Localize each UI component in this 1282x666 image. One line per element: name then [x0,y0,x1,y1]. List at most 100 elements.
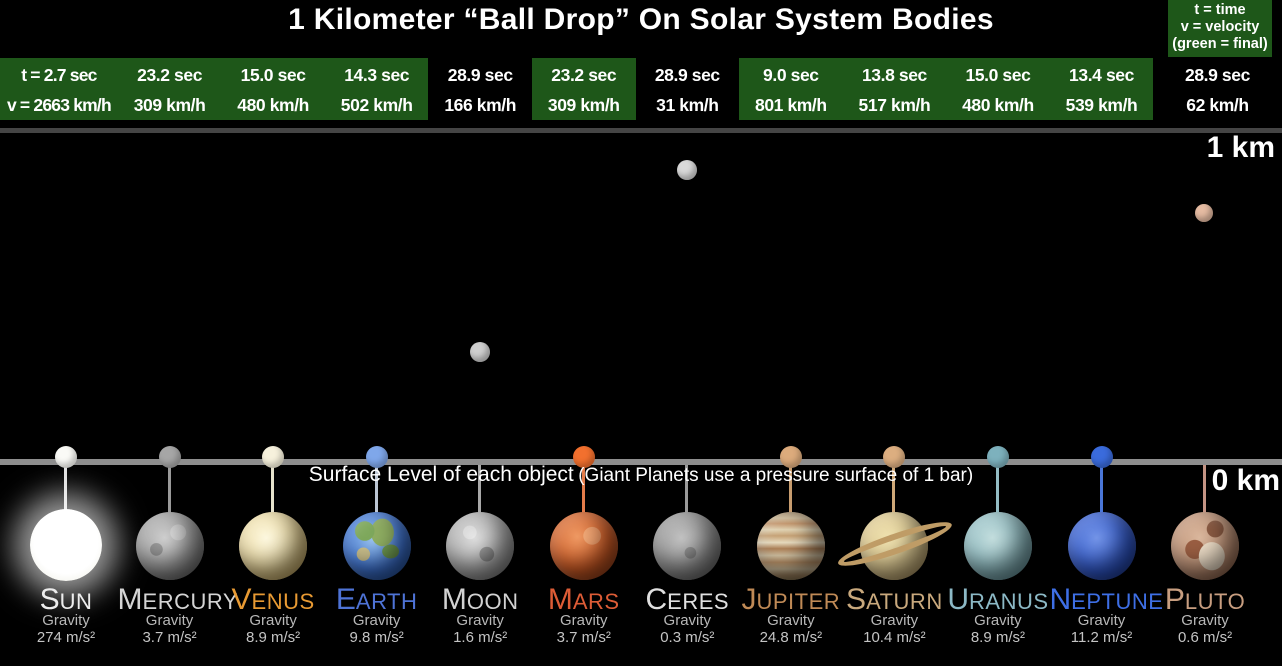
body-column-sun: Sun Gravity 274 m/s² [14,0,118,666]
gravity-label-jupiter: Gravity [767,612,815,629]
time-value-earth: 14.3 sec [344,65,410,85]
moon-planet [446,512,515,580]
gravity-value-moon: 1.6 m/s² [453,629,508,646]
surface-line [0,459,1282,465]
time-value-ceres: 28.9 sec [654,65,720,85]
body-name-neptune: Neptune [1049,583,1164,616]
plumb-line-sun [64,462,67,513]
time-value-uranus: 15.0 sec [965,65,1031,85]
plumb-line-saturn [892,462,896,513]
landed-ball-saturn [883,446,906,468]
gravity-value-ceres: 0.3 m/s² [660,629,715,646]
gravity-value-saturn: 10.4 m/s² [863,629,926,646]
velocity-value-jupiter: 801 km/h [754,95,827,115]
page-title: 1 Kilometer “Ball Drop” On Solar System … [288,3,994,36]
ceres-falling-ball [677,160,697,180]
one-km-label: 1 km [1206,131,1275,164]
gravity-value-sun: 274 m/s² [36,629,96,646]
gravity-label-pluto: Gravity [1181,612,1229,629]
gravity-value-pluto: 0.6 m/s² [1177,629,1233,646]
body-name-jupiter: Jupiter [741,583,841,616]
gravity-value-venus: 8.9 m/s² [246,629,301,646]
body-name-saturn: Saturn [846,583,943,616]
body-name-mars: Mars [547,583,620,616]
body-name-earth: Earth [335,583,418,616]
body-column-saturn: Saturn Gravity 10.4 m/s² [842,0,946,666]
landed-ball-sun [55,446,77,468]
velocity-value-moon: 166 km/h [444,95,517,115]
velocity-value-uranus: 480 km/h [962,95,1034,115]
body-column-uranus: Uranus Gravity 8.9 m/s² [946,0,1050,666]
velocity-value-venus: 480 km/h [237,95,309,115]
legend-box: t = time v = velocity (green = final) [1168,0,1272,57]
body-name-ceres: Ceres [645,583,730,616]
gravity-value-earth: 9.8 m/s² [349,629,404,646]
body-column-mars: Mars Gravity 3.7 m/s² [532,0,636,666]
legend-line-green: (green = final) [1172,36,1268,52]
time-value-jupiter: 9.0 sec [763,65,819,85]
moon-falling-ball [470,342,490,362]
plumb-line-ceres [685,462,689,513]
gravity-label-saturn: Gravity [870,612,919,629]
body-name-uranus: Uranus [947,583,1049,616]
plumb-line-mercury [167,462,171,513]
time-value-sun: t = 2.7 sec [21,65,97,85]
landed-ball-neptune [1090,446,1113,468]
time-value-pluto: 28.9 sec [1185,65,1250,85]
stats-cell-mars: 23.2 sec 309 km/h [531,58,636,120]
jupiter-planet [756,512,825,580]
velocity-value-neptune: 539 km/h [1065,95,1138,115]
velocity-value-pluto: 62 km/h [1186,95,1249,115]
landed-ball-jupiter [779,446,802,468]
surface-caption-note: (Giant Planets use a pressure surface of… [578,465,974,486]
plumb-line-uranus [995,462,999,513]
zero-km-label: 0 km [1211,464,1280,497]
stats-cell-uranus: 15.0 sec 480 km/h [946,58,1050,120]
plumb-line-pluto [1203,462,1207,513]
time-value-venus: 15.0 sec [240,65,306,85]
legend-line-velocity: v = velocity [1180,19,1260,35]
stats-cell-moon: 28.9 sec 166 km/h [428,58,532,120]
body-name-sun: Sun [39,583,93,616]
gravity-value-neptune: 11.2 m/s² [1070,629,1133,646]
body-name-pluto: Pluto [1164,583,1246,616]
body-column-moon: Moon Gravity 1.6 m/s² [428,0,532,666]
ceres-planet [653,512,722,580]
plumb-line-neptune [1099,462,1103,513]
body-column-neptune: Neptune Gravity 11.2 m/s² [1049,0,1164,666]
gravity-value-mercury: 3.7 m/s² [142,629,197,646]
landed-ball-earth [365,446,388,468]
pluto-falling-ball [1195,204,1213,222]
stats-cell-jupiter: 9.0 sec 801 km/h [739,58,843,120]
neptune-planet [1067,512,1136,580]
surface-caption: Surface Level of each object (Giant Plan… [0,463,1282,487]
gravity-label-venus: Gravity [249,612,297,629]
mercury-planet [135,512,204,580]
stats-cell-pluto: 28.9 sec 62 km/h [1153,58,1281,120]
body-column-mercury: Mercury Gravity 3.7 m/s² [117,0,239,666]
stats-bar: t = 2.7 sec v = 2663 km/h 23.2 sec 309 km/h… [0,58,1282,120]
stats-cell-earth: 14.3 sec 502 km/h [324,58,429,120]
plumb-line-venus [271,462,275,513]
velocity-value-mars: 309 km/h [547,95,620,115]
gravity-label-earth: Gravity [352,612,401,629]
velocity-value-saturn: 517 km/h [858,95,931,115]
legend-line-time: t = time [1194,2,1246,18]
stats-cell-ceres: 28.9 sec 31 km/h [636,58,740,120]
plumb-line-jupiter [788,462,792,513]
pluto-planet [1171,512,1240,580]
time-value-mars: 23.2 sec [551,65,617,85]
velocity-value-mercury: 309 km/h [133,95,206,115]
body-column-pluto: Pluto Gravity 0.6 m/s² [1153,0,1257,666]
gravity-label-neptune: Gravity [1077,612,1126,629]
body-column-ceres: Ceres Gravity 0.3 m/s² [635,0,739,666]
gravity-value-jupiter: 24.8 m/s² [759,629,823,646]
stats-cell-neptune: 13.4 sec 539 km/h [1049,58,1154,120]
body-column-earth: Earth Gravity 9.8 m/s² [325,0,429,666]
gravity-value-mars: 3.7 m/s² [556,629,611,646]
body-name-mercury: Mercury [117,583,239,616]
gravity-value-uranus: 8.9 m/s² [970,629,1026,646]
gravity-label-ceres: Gravity [663,612,712,629]
time-value-saturn: 13.8 sec [861,65,927,85]
